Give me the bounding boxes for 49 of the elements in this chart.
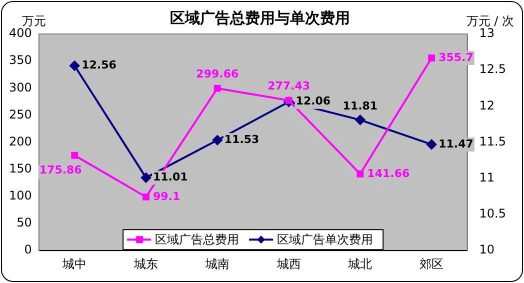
legend-label: 区域广告单次费用 bbox=[277, 232, 374, 247]
y-axis-title: 万元 bbox=[22, 14, 46, 28]
point bbox=[356, 170, 364, 178]
point bbox=[214, 84, 221, 92]
y2-tick-label: 11 bbox=[479, 170, 495, 185]
y2-tick-label: 13 bbox=[479, 26, 495, 40]
y2-tick-label: 10 bbox=[479, 242, 495, 257]
y-tick-label: 400 bbox=[9, 26, 32, 40]
data-label: 299.66 bbox=[196, 68, 239, 81]
point bbox=[212, 135, 222, 146]
data-label: 12.56 bbox=[82, 58, 117, 72]
point bbox=[426, 139, 437, 150]
x-tick-label: 城南 bbox=[204, 256, 230, 271]
y-tick-label: 50 bbox=[16, 216, 32, 230]
point bbox=[70, 60, 80, 71]
y-tick-label: 300 bbox=[9, 80, 32, 94]
data-label: 141.66 bbox=[367, 166, 410, 180]
data-label: 99.1 bbox=[153, 190, 180, 203]
data-label: 11.53 bbox=[224, 132, 260, 146]
data-label: 277.43 bbox=[268, 80, 310, 93]
point bbox=[355, 114, 366, 125]
x-tick-label: 城东 bbox=[133, 256, 158, 271]
data-label: 11.01 bbox=[153, 170, 188, 184]
x-tick-label: 城西 bbox=[276, 256, 301, 271]
y-tick-label: 150 bbox=[9, 162, 32, 176]
y-tick-label: 200 bbox=[9, 134, 32, 148]
data-label: 175.86 bbox=[39, 164, 82, 177]
y2-tick-label: 12.5 bbox=[479, 62, 506, 76]
data-label: 355.7 bbox=[438, 50, 474, 64]
point bbox=[428, 54, 436, 62]
point bbox=[71, 152, 78, 159]
point bbox=[141, 172, 151, 183]
y2-tick-label: 10.5 bbox=[479, 206, 506, 221]
data-label: 12.06 bbox=[296, 94, 331, 108]
x-tick-label: 城中 bbox=[62, 256, 87, 271]
y-tick-label: 0 bbox=[24, 242, 32, 257]
x-tick-label: 郊区 bbox=[420, 256, 444, 271]
chart-title: 区域广告总费用与单次费用 bbox=[170, 8, 350, 27]
y2-tick-label: 12 bbox=[479, 98, 495, 112]
x-tick-label: 城北 bbox=[347, 256, 372, 271]
y2-axis-title: 万元 / 次 bbox=[466, 14, 514, 28]
y-tick-label: 350 bbox=[9, 53, 32, 68]
data-label: 11.81 bbox=[342, 99, 378, 112]
legend-label: 区域广告总费用 bbox=[155, 232, 240, 247]
y2-tick-label: 11.5 bbox=[479, 134, 506, 148]
point bbox=[142, 193, 150, 200]
y-tick-label: 100 bbox=[9, 188, 32, 203]
y-tick-label: 250 bbox=[9, 107, 32, 122]
data-label: 11.47 bbox=[438, 137, 474, 150]
